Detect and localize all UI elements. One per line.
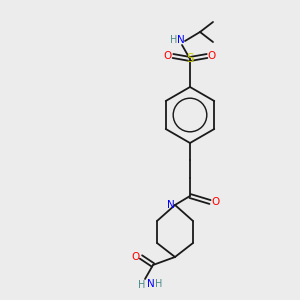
Text: N: N	[147, 279, 155, 289]
Text: O: O	[208, 51, 216, 61]
Text: H: H	[155, 279, 163, 289]
Text: N: N	[167, 200, 175, 210]
Text: S: S	[186, 52, 194, 65]
Text: O: O	[164, 51, 172, 61]
Text: H: H	[170, 35, 178, 45]
Text: O: O	[131, 252, 139, 262]
Text: H: H	[138, 280, 146, 290]
Text: N: N	[177, 35, 185, 45]
Text: O: O	[212, 197, 220, 207]
